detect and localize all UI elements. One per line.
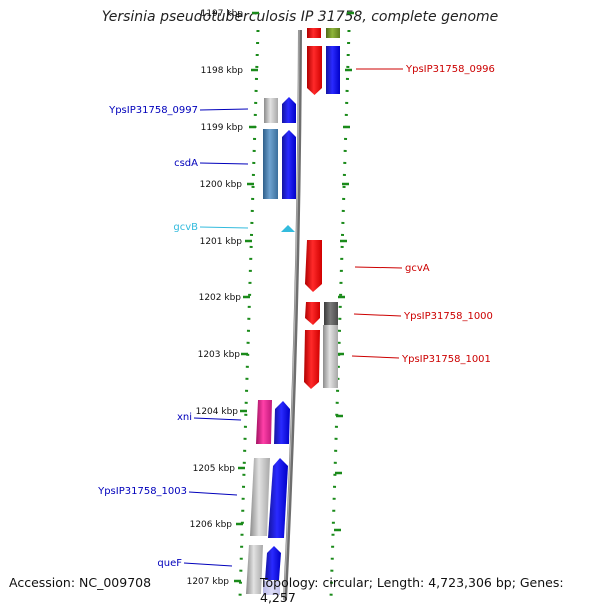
gene-label-YpsIP31758_0996[interactable]: YpsIP31758_0996 [405, 64, 495, 75]
label-leader [354, 266, 403, 269]
cog-steelblue-feature [263, 129, 278, 199]
cds-reverse [305, 302, 320, 325]
cds-reverse [307, 28, 321, 38]
label-leader [199, 108, 249, 111]
backbone-highlight [283, 29, 300, 600]
cog-gray-feature [264, 98, 278, 123]
tick-label: 1204 kbp [196, 407, 239, 417]
cds-forward [282, 130, 296, 199]
cog-pink-feature [256, 400, 272, 444]
gene-label-YpsIP31758_1001[interactable]: YpsIP31758_1001 [401, 354, 491, 365]
label-leader [199, 162, 249, 165]
label-leader [188, 491, 238, 496]
tick-label: 1203 kbp [198, 350, 241, 360]
cog-gray-feature [246, 545, 263, 594]
cds-forward [282, 97, 296, 123]
tick-label: 1202 kbp [199, 293, 242, 303]
cog-dark-feature [324, 302, 338, 326]
gene-label-queF[interactable]: queF [157, 558, 182, 569]
label-leader [199, 226, 249, 229]
cds-forward [274, 401, 290, 444]
topology-text: Topology: circular; Length: 4,723,306 bp… [260, 575, 564, 605]
gene-label-xni[interactable]: xni [177, 412, 192, 423]
gene-label-csdA[interactable]: csdA [174, 158, 198, 169]
tick-label: 1207 kbp [187, 577, 230, 587]
map-title: Yersinia pseudotuberculosis IP 31758, co… [101, 9, 499, 25]
tick-label: 1206 kbp [190, 520, 233, 530]
gene-label-gcvA[interactable]: gcvA [405, 263, 430, 274]
cds-reverse [305, 240, 322, 292]
cds-forward [268, 458, 288, 538]
cog-gray-feature [323, 325, 338, 388]
cds-forward [265, 546, 281, 580]
cog-lavender-feature [263, 581, 280, 595]
tick-label: 1199 kbp [201, 123, 244, 133]
tick-label: 1205 kbp [193, 464, 236, 474]
accession-text: Accession: NC_009708 [9, 575, 152, 590]
gene-label-YpsIP31758_0997[interactable]: YpsIP31758_0997 [108, 105, 198, 116]
genome-backbone [283, 29, 302, 600]
gene-label-gcvB[interactable]: gcvB [173, 222, 198, 233]
cds-reverse [304, 330, 320, 389]
label-leader [183, 562, 233, 567]
tick-label: 1197 kbp [201, 9, 244, 19]
tick-label: 1200 kbp [200, 180, 243, 190]
rna-feature [281, 225, 295, 232]
tick-marks [234, 11, 354, 583]
tick-label: 1198 kbp [201, 66, 244, 76]
label-leader [193, 417, 242, 421]
label-leader [353, 313, 402, 317]
cds-reverse [307, 46, 322, 95]
gene-label-YpsIP31758_1000[interactable]: YpsIP31758_1000 [403, 311, 493, 322]
tick-label: 1201 kbp [200, 237, 243, 247]
label-leader [351, 355, 400, 359]
cog-gray-feature [250, 458, 270, 536]
cog-olive-feature [326, 28, 340, 38]
cds-reverse-cog [326, 46, 340, 94]
gene-label-YpsIP31758_1003[interactable]: YpsIP31758_1003 [97, 486, 187, 497]
